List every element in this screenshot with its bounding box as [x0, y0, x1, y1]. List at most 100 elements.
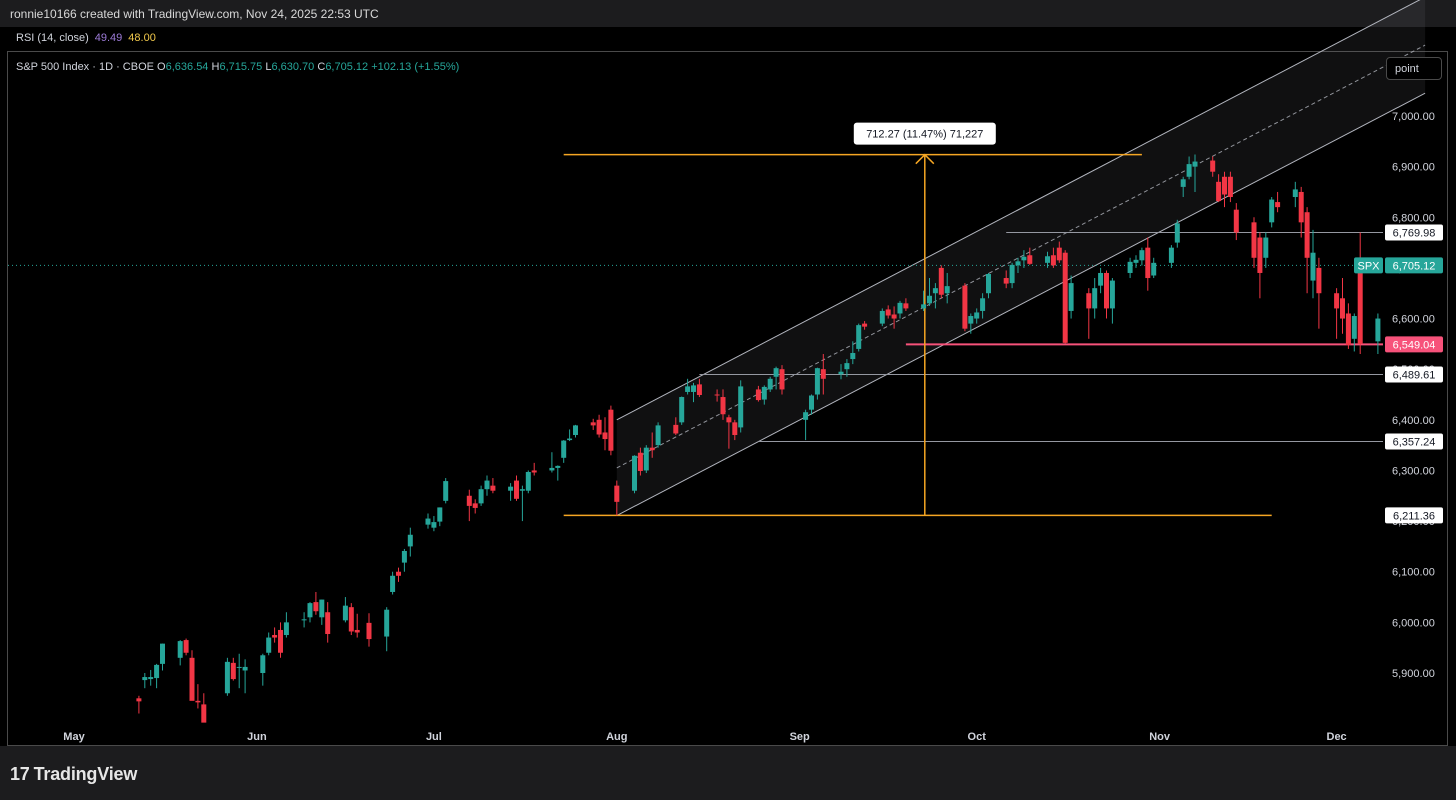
candle-body — [425, 518, 431, 525]
y-tick-label: 5,900.00 — [1392, 668, 1435, 680]
candle-body — [484, 480, 490, 490]
tradingview-logo-mark: 17 — [10, 764, 30, 784]
candle-body — [1127, 261, 1133, 273]
candle-body — [561, 440, 567, 458]
y-tick-label: 6,300.00 — [1392, 465, 1435, 477]
candle-body — [685, 386, 691, 392]
candle-body — [773, 368, 779, 377]
close-value: 6,705.12 — [325, 61, 369, 73]
candle-body — [195, 700, 201, 703]
rsi-pane[interactable]: RSI (14, close) 49.49 48.00 — [7, 27, 1448, 52]
candle-body — [136, 698, 142, 702]
candle-body — [732, 422, 738, 436]
candle-body — [1263, 237, 1269, 258]
candle-body — [325, 612, 331, 635]
candle-body — [266, 637, 272, 653]
candle-body — [1340, 298, 1345, 319]
candle-body — [897, 302, 903, 314]
tradingview-logo[interactable]: 17 TradingView — [10, 764, 137, 785]
level-price-box — [1385, 366, 1443, 383]
candle-body — [407, 534, 413, 547]
support-price-box — [1385, 336, 1443, 353]
x-tick-label: Sep — [790, 731, 810, 743]
candle-body — [1086, 293, 1092, 309]
candle-body — [938, 267, 944, 295]
candle-body — [809, 395, 814, 410]
candle-body — [885, 309, 891, 316]
candle-body — [1180, 179, 1186, 187]
candle-body — [384, 609, 390, 637]
candle-body — [396, 571, 401, 576]
candle-body — [1174, 223, 1180, 243]
candle-body — [632, 455, 637, 491]
candle-body — [814, 368, 820, 395]
candle-body — [1151, 262, 1157, 276]
candle-body — [466, 495, 472, 506]
candle-body — [1310, 252, 1316, 281]
candle-body — [673, 424, 679, 434]
candle-body — [1210, 160, 1216, 172]
candle-body — [602, 432, 608, 440]
candle-body — [1334, 293, 1340, 309]
y-tick-label: 7,000.00 — [1392, 111, 1435, 123]
candle-body — [1227, 176, 1233, 198]
candle-body — [472, 503, 478, 508]
level-price-box — [1385, 507, 1443, 524]
x-tick-label: Jun — [247, 731, 267, 743]
candle-body — [1375, 318, 1381, 342]
candle-body — [962, 285, 968, 329]
candle-body — [720, 397, 726, 415]
open-value: 6,636.54 — [165, 61, 209, 73]
candle-body — [696, 384, 702, 396]
change-value: +102.13 (+1.55%) — [371, 61, 460, 73]
candle-body — [590, 422, 596, 426]
candle-body — [1109, 280, 1115, 309]
last-price-box — [1385, 257, 1443, 274]
candle-body — [1092, 288, 1098, 309]
x-tick-label: Dec — [1327, 731, 1347, 743]
candle-body — [968, 316, 974, 324]
candle-body — [974, 312, 980, 319]
candle-body — [1257, 237, 1263, 273]
candle-body — [1192, 161, 1198, 167]
rsi-legend: RSI (14, close) 49.49 48.00 — [16, 32, 156, 44]
candle-body — [1275, 202, 1281, 208]
candle-body — [567, 438, 573, 441]
x-tick-label: Aug — [606, 731, 627, 743]
candle-body — [490, 485, 496, 491]
x-tick-label: Jul — [426, 731, 442, 743]
last-price-label: 6,705.12 — [1393, 260, 1436, 272]
candle-body — [1304, 212, 1310, 258]
candle-body — [726, 417, 732, 423]
candle-body — [160, 643, 165, 664]
level-price-label: 6,211.36 — [1393, 510, 1435, 522]
level-price-box — [1385, 224, 1443, 241]
symbol-tag-box — [1354, 257, 1383, 274]
candle-body — [596, 419, 602, 435]
candle-body — [1133, 259, 1139, 263]
measure-label-box — [853, 122, 996, 145]
candle-body — [1015, 261, 1021, 266]
candle-body — [755, 389, 761, 401]
candle-body — [183, 640, 189, 653]
rsi-value: 49.49 — [94, 32, 123, 44]
y-tick-label: 6,400.00 — [1392, 415, 1435, 427]
candle-body — [649, 447, 655, 451]
candle-body — [555, 465, 561, 468]
price-chart[interactable]: 712.27 (11.47%) 71,227 5,900.00 6,000.00 6,… — [0, 0, 1456, 746]
price-scale-mode-button[interactable]: point — [1386, 57, 1442, 80]
candle-body — [348, 607, 354, 632]
candle-body — [927, 295, 932, 304]
candle-body — [844, 363, 850, 370]
candle-body — [614, 485, 620, 502]
candle-body — [891, 314, 897, 319]
level-price-box — [1385, 433, 1443, 450]
candle-body — [1009, 264, 1015, 284]
candle-body — [1251, 222, 1257, 258]
candle-body — [319, 599, 325, 618]
x-tick-label: May — [63, 731, 85, 743]
candle-body — [944, 286, 950, 294]
measure-arrow-head — [915, 153, 935, 165]
candle-body — [260, 655, 266, 673]
candle-body — [1050, 255, 1056, 266]
